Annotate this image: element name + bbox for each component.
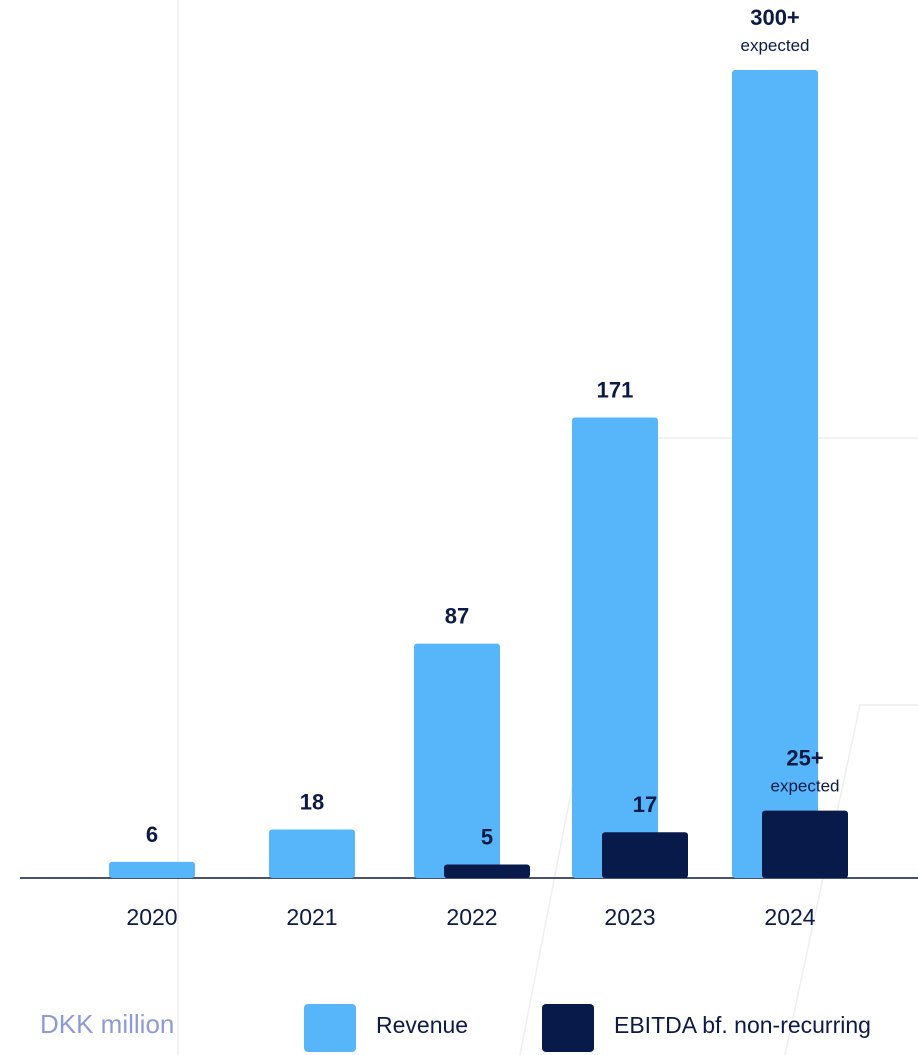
value-label-revenue-2024: 300+	[750, 5, 800, 30]
x-tick-label-2021: 2021	[286, 904, 337, 930]
value-label-ebitda-2022: 5	[481, 825, 493, 850]
x-tick-label-2023: 2023	[604, 904, 655, 930]
value-label-ebitda-2024: 25+	[786, 746, 823, 771]
unit-label: DKK million	[40, 1009, 175, 1039]
x-tick-label-2024: 2024	[764, 904, 815, 930]
bar-ebitda-2024	[762, 810, 848, 878]
legend-swatch-revenue	[304, 1004, 356, 1052]
bar-revenue-2021	[269, 829, 355, 878]
legend-label-ebitda: EBITDA bf. non-recurring	[614, 1012, 871, 1038]
x-tick-label-2020: 2020	[126, 904, 177, 930]
bar-ebitda-2023	[602, 832, 688, 878]
legend-swatch-ebitda	[542, 1004, 594, 1052]
value-label-ebitda-2023: 17	[633, 792, 657, 817]
bar-ebitda-2022	[444, 864, 530, 878]
x-tick-label-2022: 2022	[446, 904, 497, 930]
bar-revenue-2022	[414, 643, 500, 878]
bar-revenue-2020	[109, 861, 195, 878]
value-label-revenue-2023: 171	[597, 377, 634, 402]
legend-label-revenue: Revenue	[376, 1012, 469, 1038]
value-label-revenue-2020: 6	[146, 822, 158, 847]
value-label-revenue-2021: 18	[300, 790, 324, 815]
note-label-revenue-2024: expected	[741, 36, 810, 55]
value-label-revenue-2022: 87	[445, 604, 469, 629]
bar-revenue-2024	[732, 70, 818, 878]
note-label-ebitda-2024: expected	[771, 777, 840, 796]
bar-revenue-2023	[572, 417, 658, 878]
